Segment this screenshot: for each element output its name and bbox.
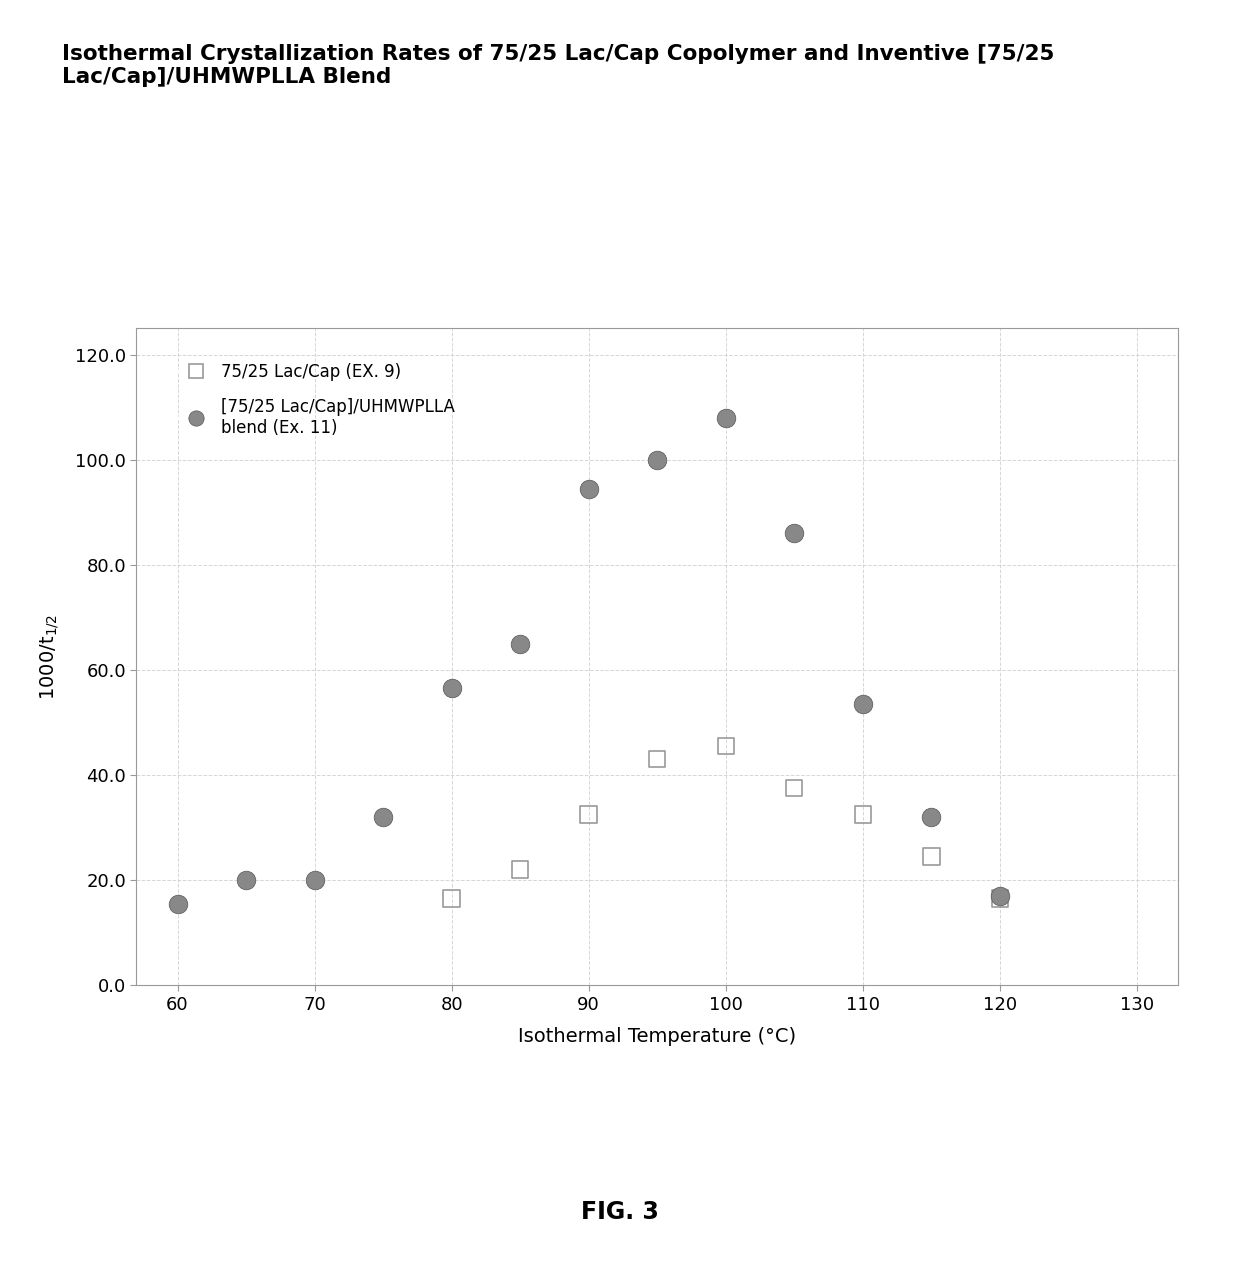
Point [921,807,941,827]
Point [990,885,1009,906]
X-axis label: Isothermal Temperature (°C): Isothermal Temperature (°C) [518,1027,796,1047]
Point [647,450,667,470]
Point [510,634,529,654]
Point [647,749,667,769]
Text: Isothermal Crystallization Rates of 75/25 Lac/Cap Copolymer and Inventive [75/25: Isothermal Crystallization Rates of 75/2… [62,44,1054,87]
Point [579,479,599,499]
Point [373,807,393,827]
Y-axis label: 1000/t$_{1/2}$: 1000/t$_{1/2}$ [38,614,61,700]
Legend: 75/25 Lac/Cap (EX. 9), [75/25 Lac/Cap]/UHMWPLLA
blend (Ex. 11): 75/25 Lac/Cap (EX. 9), [75/25 Lac/Cap]/U… [166,350,467,450]
Point [715,736,735,757]
Point [167,894,187,914]
Point [990,888,1009,908]
Point [441,888,461,908]
Point [510,859,529,879]
Point [785,778,805,798]
Point [853,693,873,714]
Point [305,870,325,890]
Text: FIG. 3: FIG. 3 [582,1200,658,1225]
Point [785,523,805,543]
Point [441,678,461,698]
Point [715,408,735,428]
Point [579,805,599,825]
Point [853,805,873,825]
Point [921,846,941,866]
Point [236,870,255,890]
